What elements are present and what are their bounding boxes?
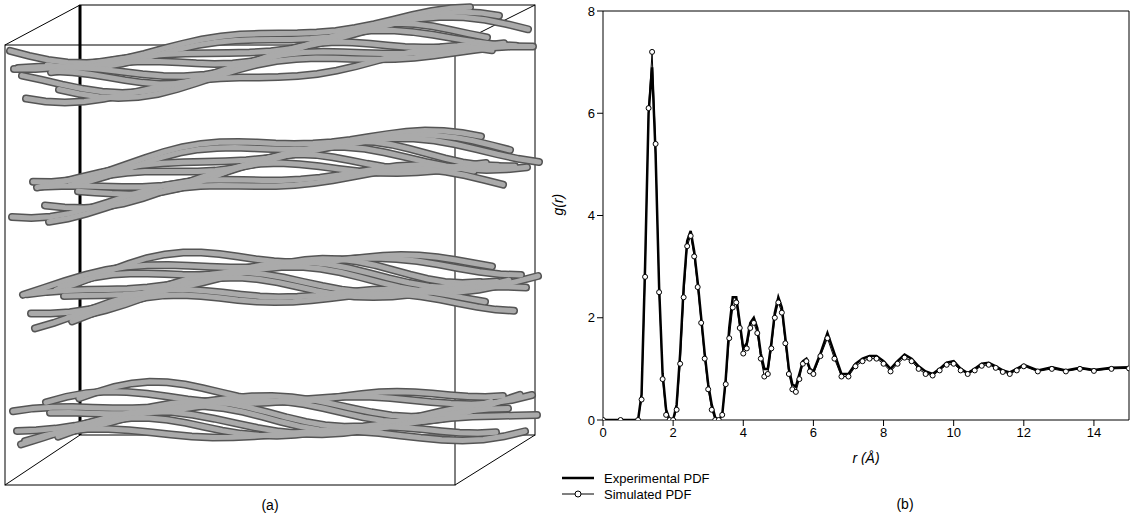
- svg-text:14: 14: [1087, 425, 1101, 440]
- svg-text:10: 10: [946, 425, 960, 440]
- svg-text:0: 0: [599, 425, 606, 440]
- svg-text:6: 6: [810, 425, 817, 440]
- svg-text:6: 6: [588, 106, 595, 121]
- svg-text:r (Å): r (Å): [852, 450, 879, 465]
- svg-text:8: 8: [880, 425, 887, 440]
- svg-text:4: 4: [588, 208, 595, 223]
- svg-text:2: 2: [588, 310, 595, 325]
- svg-text:4: 4: [740, 425, 747, 440]
- svg-text:8: 8: [588, 4, 595, 19]
- html-text:Experimental PDF: Experimental PDF: [604, 470, 710, 486]
- svg-text:(a): (a): [261, 497, 278, 513]
- svg-text:g(r): g(r): [550, 194, 566, 216]
- svg-text:12: 12: [1017, 425, 1031, 440]
- html-text:Simulated PDF: Simulated PDF: [604, 486, 692, 502]
- html-text:(b): (b): [896, 496, 914, 512]
- svg-text:0: 0: [588, 413, 595, 428]
- svg-text:2: 2: [670, 425, 677, 440]
